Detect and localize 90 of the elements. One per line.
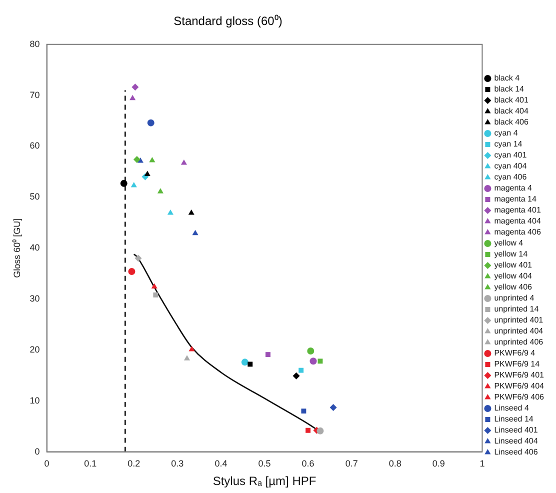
x-tick-label: 0.8 xyxy=(388,458,402,469)
x-tick-label: 0.5 xyxy=(258,458,271,469)
legend-label: PKWF6/9 4 xyxy=(494,348,536,358)
point xyxy=(180,160,187,165)
point xyxy=(266,352,270,358)
point xyxy=(120,180,128,187)
y-tick-label: 10 xyxy=(30,395,40,406)
point xyxy=(151,283,158,289)
point xyxy=(147,119,154,126)
legend-label: cyan 404 xyxy=(494,162,528,171)
y-tick-label: 20 xyxy=(30,344,40,354)
x-axis-title: Stylus Rₐ [µm] HPF xyxy=(212,474,316,488)
y-tick-label: 30 xyxy=(30,294,40,304)
legend-label: unprinted 14 xyxy=(494,304,540,314)
legend-label: unprinted 4 xyxy=(494,294,535,303)
legend-label: PKWF6/9 401 xyxy=(494,370,545,380)
legend-label: cyan 401 xyxy=(494,150,528,160)
x-tick-label: 0.7 xyxy=(345,458,358,469)
point xyxy=(184,355,190,360)
y-tick-label: 60 xyxy=(30,140,40,151)
legend-label: magenta 404 xyxy=(494,216,542,226)
legend-label: yellow 404 xyxy=(494,272,533,281)
point xyxy=(316,427,324,434)
legend-label: Linseed 14 xyxy=(494,414,534,424)
point xyxy=(292,372,300,380)
legend-label: unprinted 406 xyxy=(494,338,544,347)
chart-title: Standard gloss (60⁰) xyxy=(172,13,284,30)
x-tick-label: 0.9 xyxy=(432,458,445,469)
point xyxy=(149,157,156,162)
point xyxy=(248,362,253,367)
point xyxy=(153,292,158,298)
legend-label: PKWF6/9 404 xyxy=(494,382,545,391)
legend-label: magenta 4 xyxy=(494,184,533,193)
x-tick-label: 0 xyxy=(44,458,50,469)
legend-label: unprinted 404 xyxy=(494,326,544,336)
point xyxy=(188,209,194,215)
legend-label: yellow 14 xyxy=(494,250,528,259)
legend-label: Linseed 404 xyxy=(494,436,538,446)
point xyxy=(128,268,136,276)
point xyxy=(192,230,198,236)
legend-label: yellow 4 xyxy=(494,238,524,248)
point xyxy=(130,182,137,188)
point xyxy=(133,156,140,163)
legend-label: Linseed 4 xyxy=(494,404,530,413)
legend-label: PKWF6/9 406 xyxy=(494,392,545,402)
legend-label: Linseed 406 xyxy=(494,448,538,457)
legend-label: black 404 xyxy=(494,106,529,116)
legend-label: magenta 401 xyxy=(494,206,542,215)
x-tick-label: 0.4 xyxy=(214,458,228,469)
point xyxy=(301,408,306,414)
point xyxy=(306,428,311,433)
legend-label: Linseed 401 xyxy=(494,426,538,435)
x-tick-label: 0.3 xyxy=(171,458,184,469)
legend-label: magenta 14 xyxy=(494,194,538,204)
x-tick-label: 1 xyxy=(480,458,485,469)
point xyxy=(130,94,136,100)
point xyxy=(144,170,150,176)
point xyxy=(298,368,304,373)
point xyxy=(307,347,314,354)
point xyxy=(318,358,323,364)
point xyxy=(241,358,248,366)
y-tick-label: 70 xyxy=(30,90,40,100)
legend-label: black 401 xyxy=(494,96,529,105)
legend-label: yellow 406 xyxy=(494,282,533,292)
point xyxy=(330,404,337,411)
legend-label: black 406 xyxy=(494,118,529,127)
y-tick-label: 80 xyxy=(30,38,40,49)
point xyxy=(157,188,164,194)
point xyxy=(132,84,139,91)
legend-label: yellow 401 xyxy=(494,260,533,270)
legend-label: cyan 406 xyxy=(494,172,528,182)
point xyxy=(137,158,144,163)
x-tick-label: 0.2 xyxy=(128,458,140,469)
legend-label: cyan 14 xyxy=(494,140,523,149)
y-axis-title: Gloss 60⁰ [GU] xyxy=(12,218,22,278)
y-tick-label: 40 xyxy=(30,242,40,253)
legend-label: black 14 xyxy=(494,84,525,94)
y-tick-label: 50 xyxy=(30,192,40,202)
point xyxy=(134,254,142,262)
legend-label: cyan 4 xyxy=(494,128,518,138)
x-tick-label: 0.6 xyxy=(302,458,314,469)
point xyxy=(310,358,317,365)
y-tick-label: 0 xyxy=(34,446,40,456)
legend-label: PKWF6/9 14 xyxy=(494,360,540,369)
point xyxy=(167,209,174,215)
point xyxy=(188,346,195,352)
x-tick-label: 0.1 xyxy=(84,458,97,469)
legend-label: magenta 406 xyxy=(494,228,542,237)
legend-label: black 4 xyxy=(494,74,520,83)
legend-label: unprinted 401 xyxy=(494,316,544,325)
